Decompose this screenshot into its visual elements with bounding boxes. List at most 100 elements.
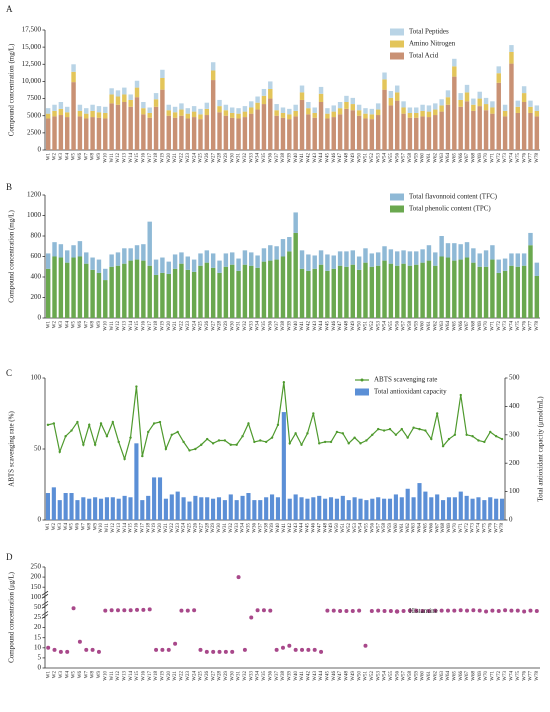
x-tick-label: W21 <box>173 671 178 681</box>
bar <box>363 113 368 119</box>
bar <box>217 112 222 150</box>
bar <box>246 493 251 520</box>
point <box>344 609 349 614</box>
bar <box>452 260 457 318</box>
bar <box>401 107 406 114</box>
x-tick-label: W25 <box>199 153 204 163</box>
x-tick-label: W26 <box>194 523 199 533</box>
line-marker <box>441 444 445 448</box>
bar <box>515 112 521 150</box>
y2-axis-title: Total antioxidant capacity (μmol/mL) <box>537 396 545 502</box>
x-tick-label: W25 <box>188 523 193 533</box>
x-tick-label: W47 <box>338 671 343 681</box>
bar <box>534 116 540 150</box>
line-marker <box>141 454 144 458</box>
line-marker <box>200 443 203 446</box>
bar <box>191 117 197 150</box>
bar <box>375 252 381 266</box>
line-marker <box>447 437 451 441</box>
x-tick-label: W52 <box>347 523 352 533</box>
x-tick-label: W18 <box>146 523 151 533</box>
bar <box>483 97 489 105</box>
bar <box>299 250 305 269</box>
point <box>338 609 343 614</box>
bar <box>264 497 269 520</box>
line-marker <box>211 442 215 445</box>
bar <box>211 498 216 520</box>
bar <box>426 245 432 261</box>
point <box>65 649 70 654</box>
bar <box>382 260 387 318</box>
x-tick-label: W69 <box>478 671 483 681</box>
bar <box>439 105 444 112</box>
x-tick-label: W41 <box>300 321 305 331</box>
panel-label: A <box>6 4 13 14</box>
bar <box>439 236 444 257</box>
x-tick-label: W75 <box>516 321 521 331</box>
x-tick-label: W66 <box>459 153 464 163</box>
bar <box>109 103 114 150</box>
x-tick-label: W33 <box>249 321 254 331</box>
point <box>363 643 368 648</box>
bar <box>494 498 499 520</box>
bar <box>71 64 76 72</box>
bar <box>268 88 273 99</box>
bar <box>261 88 267 96</box>
x-tick-label: W55 <box>389 153 394 163</box>
x-tick-label: W73 <box>503 671 508 681</box>
bar <box>172 112 178 118</box>
x-tick-label: W12 <box>116 321 121 331</box>
x-tick-label: W46 <box>311 523 316 533</box>
x-tick-label: W35 <box>262 671 267 681</box>
x-tick-label: W16 <box>135 523 140 533</box>
bar <box>337 102 343 109</box>
bar <box>179 115 184 150</box>
x-tick-label: W31 <box>223 523 228 533</box>
line-marker <box>259 439 262 442</box>
x-tick-label: W36 <box>268 153 273 163</box>
bar <box>346 500 351 520</box>
bar <box>52 110 57 117</box>
x-tick-label: W28 <box>218 671 223 681</box>
x-tick-label: W64 <box>446 671 451 681</box>
x-tick-label: W76 <box>522 321 527 331</box>
bar <box>210 70 216 81</box>
x-tick-label: W20 <box>167 321 172 331</box>
x-tick-label: W9 <box>93 523 98 531</box>
x-tick-label: W70 <box>484 321 489 331</box>
bar <box>477 91 482 99</box>
x-tick-label: W3 <box>58 523 63 531</box>
bar <box>433 103 438 110</box>
bar <box>249 113 254 150</box>
x-tick-label: W32 <box>243 321 248 331</box>
bar <box>57 500 62 520</box>
x-tick-label: W18 <box>154 321 159 331</box>
bar <box>452 243 457 261</box>
point <box>357 608 362 613</box>
x-tick-label: W39 <box>287 321 292 331</box>
bar <box>115 104 121 150</box>
point <box>135 607 140 612</box>
x-tick-label: W5 <box>72 321 77 329</box>
bar <box>331 111 336 118</box>
bar <box>153 259 159 275</box>
y2-tick-label: 300 <box>509 430 520 438</box>
bar <box>280 256 286 318</box>
x-tick-label: W53 <box>376 321 381 331</box>
x-tick-label: W74 <box>510 321 515 331</box>
bar <box>528 245 533 318</box>
point <box>154 647 159 652</box>
bar <box>166 110 171 116</box>
x-tick-label: W14 <box>129 671 134 681</box>
line-marker <box>282 381 286 384</box>
bar <box>81 497 86 520</box>
x-tick-label: W57 <box>402 321 407 331</box>
axis-break <box>41 614 49 619</box>
bar <box>179 263 184 318</box>
bar <box>287 119 292 150</box>
x-tick-label: W18 <box>154 671 159 681</box>
bar <box>407 117 413 150</box>
line-marker <box>99 422 103 425</box>
bar <box>223 115 229 150</box>
bar <box>172 106 178 113</box>
